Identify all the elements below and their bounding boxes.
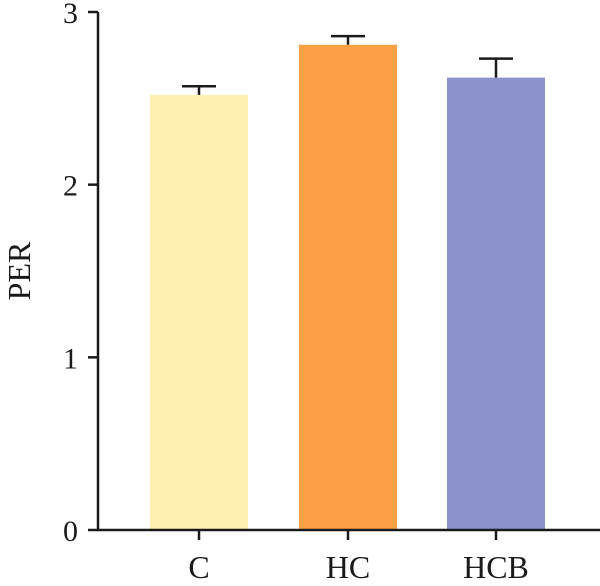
error-bars-group (182, 34, 513, 95)
bar-hc (299, 44, 397, 530)
y-tick-label: 3 (63, 0, 78, 30)
x-axis-ticks: C HC HCB (188, 530, 529, 585)
y-axis-title: PER (1, 241, 37, 300)
x-tick-label: HC (326, 549, 370, 585)
bars-group (150, 44, 545, 530)
y-tick-label: 2 (63, 170, 78, 203)
error-bar-hcb (479, 57, 513, 78)
x-tick-label: HCB (463, 549, 529, 585)
x-tick-label: C (188, 549, 209, 585)
bar-c (150, 94, 248, 530)
y-tick-label: 0 (63, 515, 78, 548)
y-axis-ticks: 0 1 2 3 (63, 0, 98, 548)
bar-hcb (447, 77, 545, 530)
y-tick-label: 1 (63, 342, 78, 375)
error-bar-c (182, 84, 216, 95)
error-bar-hc (331, 34, 365, 45)
